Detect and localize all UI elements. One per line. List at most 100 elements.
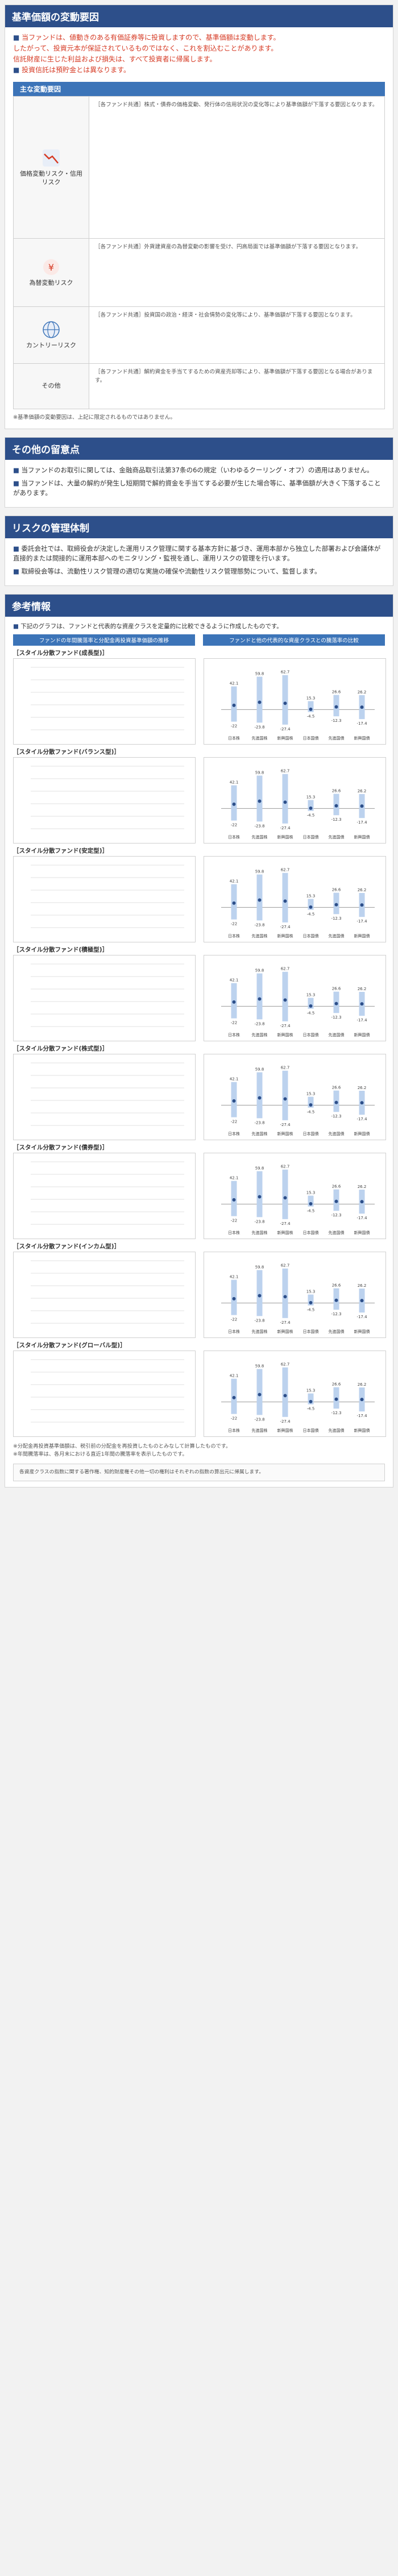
risk-row: ¥ 為替変動リスク ［各ファンド共通］外貨建資産の為替変動の影響を受け、円高局面… xyxy=(13,238,385,307)
avg-point xyxy=(283,1097,287,1101)
data-label: -22 xyxy=(231,922,237,926)
avg-point xyxy=(309,1004,313,1008)
data-label: -27.4 xyxy=(280,1320,291,1325)
avg-point xyxy=(309,1399,313,1403)
data-label: 26.2 xyxy=(358,1283,367,1288)
data-label: -22 xyxy=(231,1318,237,1322)
footnotes: ※分配金再投資基準価額は、税引前の分配金を再投資したものとみなして計算したもので… xyxy=(13,1443,385,1458)
data-label: 26.2 xyxy=(358,1185,367,1189)
category-label: 先進国株 xyxy=(252,933,268,938)
data-label: -12.3 xyxy=(331,1312,341,1316)
data-label: 59.8 xyxy=(255,1364,264,1369)
data-label: 42.1 xyxy=(230,1374,239,1378)
left-chart-svg xyxy=(31,963,184,1027)
avg-point xyxy=(232,1000,236,1004)
risk-desc: ［各ファンド共通］解約資金を手当てするための資産売却等により、基準価額が下落する… xyxy=(89,363,385,409)
risk-table: 価格変動リスク・信用リスク ［各ファンド共通］株式・債券の価格変動、発行体の信用… xyxy=(13,96,385,409)
data-label: -22 xyxy=(231,1416,237,1421)
range-bar xyxy=(256,1270,263,1316)
data-label: 15.3 xyxy=(306,894,316,899)
data-label: 62.7 xyxy=(281,769,290,774)
range-bar xyxy=(282,774,288,824)
risk-desc: ［各ファンド共通］株式・債券の価格変動、発行体の信用状況の変化等により基準価額が… xyxy=(89,96,385,239)
right-compare-chart: 42.1 -22 日本株 59.8 -23.8 先進国株 62.7 -27.4 新興国株 15.3… xyxy=(204,1252,386,1338)
data-label: -12.3 xyxy=(331,1015,341,1020)
category-label: 日本国債 xyxy=(303,736,319,741)
fund-title: ［スタイル分散ファンド(安定型)］ xyxy=(13,847,109,854)
avg-point xyxy=(232,703,236,707)
avg-point xyxy=(283,899,287,903)
data-label: 26.2 xyxy=(358,1086,367,1090)
category-label: 先進国株 xyxy=(252,1131,268,1136)
data-label: 59.8 xyxy=(255,870,264,874)
data-label: -4.5 xyxy=(307,1011,315,1016)
category-label: 新興国債 xyxy=(354,1428,370,1433)
avg-point xyxy=(360,1101,364,1105)
lead-line: ■ 投資信託は預貯金とは異なります。 xyxy=(13,66,130,74)
data-label: 42.1 xyxy=(230,978,239,983)
risk-desc: ［各ファンド共通］外貨建資産の為替変動の影響を受け、円高局面では基準価額が下落す… xyxy=(89,238,385,307)
avg-point xyxy=(309,1202,313,1206)
range-bar xyxy=(256,1072,263,1119)
range-bar xyxy=(256,1171,263,1218)
range-bar xyxy=(308,998,314,1009)
data-label: 15.3 xyxy=(306,993,316,998)
right-chart-svg: 42.1 -22 日本株 59.8 -23.8 先進国株 62.7 -27.4 新興国株 15.3… xyxy=(221,868,375,938)
range-bar xyxy=(282,1169,288,1219)
category-label: 日本株 xyxy=(228,1329,240,1334)
avg-point xyxy=(334,804,338,808)
fund-block: ［スタイル分散ファンド(積極型)］ 42.1 -22 日本株 59.8 -23.8 先進国株… xyxy=(13,945,386,1041)
data-label: -27.4 xyxy=(280,1221,291,1226)
category-label: 先進国債 xyxy=(329,1230,345,1235)
left-fund-chart xyxy=(13,856,196,942)
left-fund-chart xyxy=(13,955,196,1041)
data-label: 15.3 xyxy=(306,1290,316,1294)
category-label: 日本国債 xyxy=(303,1032,319,1037)
fund-title: ［スタイル分散ファンド(バランス型)］ xyxy=(13,749,120,755)
category-label: 日本株 xyxy=(228,1428,240,1433)
range-bar xyxy=(308,1195,314,1207)
avg-point xyxy=(232,901,236,905)
data-label: -22 xyxy=(231,823,237,828)
avg-point xyxy=(309,1301,313,1304)
range-bar xyxy=(256,874,263,921)
avg-point xyxy=(232,1099,236,1103)
fund-title: ［スタイル分散ファンド(成長型)］ xyxy=(13,650,109,657)
category-label: 新興国債 xyxy=(354,1032,370,1037)
section-risk-management: リスクの管理体制 ■ 委託会社では、取締役会が決定した運用リスク管理に関する基本… xyxy=(5,516,393,586)
category-label: 新興国債 xyxy=(354,1230,370,1235)
ref-intro: ■ 下記のグラフは、ファンドと代表的な資産クラスを定量的に比較できるように作成し… xyxy=(13,623,283,630)
avg-point xyxy=(360,1002,364,1006)
data-label: 42.1 xyxy=(230,1077,239,1082)
data-label: -4.5 xyxy=(307,1308,315,1312)
data-label: -4.5 xyxy=(307,912,315,917)
data-label: 59.8 xyxy=(255,1265,264,1270)
data-label: -23.8 xyxy=(254,923,264,927)
category-label: 先進国債 xyxy=(329,834,345,840)
data-label: 42.1 xyxy=(230,682,239,686)
avg-point xyxy=(334,903,338,907)
fund-block: ［スタイル分散ファンド(グローバル型)］ 42.1 -22 日本株 59.8 -23.8 先… xyxy=(13,1341,386,1437)
avg-point xyxy=(258,700,262,704)
range-bar xyxy=(308,1096,314,1108)
data-label: -23.8 xyxy=(254,725,264,729)
avg-point xyxy=(334,1002,338,1006)
right-compare-chart: 42.1 -22 日本株 59.8 -23.8 先進国株 62.7 -27.4 新興国株 15.3… xyxy=(204,1054,386,1140)
category-label: 先進国株 xyxy=(252,834,268,840)
data-label: -17.4 xyxy=(356,919,367,924)
data-label: 62.7 xyxy=(281,1165,290,1169)
range-bar xyxy=(282,1268,288,1318)
data-label: 26.2 xyxy=(358,888,367,892)
data-label: 62.7 xyxy=(281,967,290,971)
category-label: 日本株 xyxy=(228,933,240,938)
data-label: -12.3 xyxy=(331,1411,341,1415)
fund-block: ［スタイル分散ファンド(成長型)］ 42.1 -22 日本株 59.8 -23.8 先進国株… xyxy=(13,649,386,745)
range-bar xyxy=(256,1369,263,1415)
left-fund-chart xyxy=(13,757,196,844)
data-label: -22 xyxy=(231,1021,237,1025)
data-label: 42.1 xyxy=(230,1275,239,1279)
data-label: 62.7 xyxy=(281,1066,290,1070)
avg-point xyxy=(283,1295,287,1299)
data-label: 26.6 xyxy=(332,1185,341,1189)
